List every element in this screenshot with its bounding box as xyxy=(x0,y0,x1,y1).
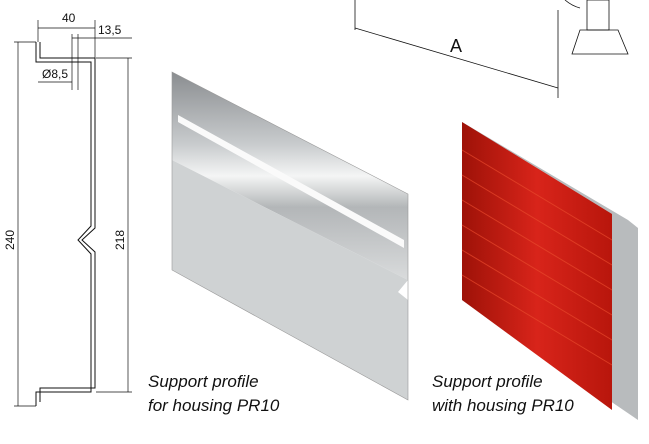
dim-218: 218 xyxy=(113,230,127,250)
caption: Support profile with housing PR10 xyxy=(432,370,574,418)
dim-13-5: 13,5 xyxy=(98,23,122,37)
dim-a: A xyxy=(450,36,462,56)
housing-profile xyxy=(461,122,638,420)
caption-line: Support profile xyxy=(432,372,543,391)
dim-240: 240 xyxy=(3,230,17,250)
dimension-lines xyxy=(14,20,132,407)
caption: Support profile for housing PR10 xyxy=(148,370,279,418)
profile-outline xyxy=(35,42,96,406)
caption-line: for housing PR10 xyxy=(148,396,280,415)
caption-line: Support profile xyxy=(148,372,259,391)
caption-line: with housing PR10 xyxy=(432,396,574,415)
metal-profile xyxy=(171,71,409,401)
dim-40: 40 xyxy=(62,11,76,25)
top-drawing xyxy=(354,0,629,98)
dim-hole: Ø8,5 xyxy=(42,67,68,81)
